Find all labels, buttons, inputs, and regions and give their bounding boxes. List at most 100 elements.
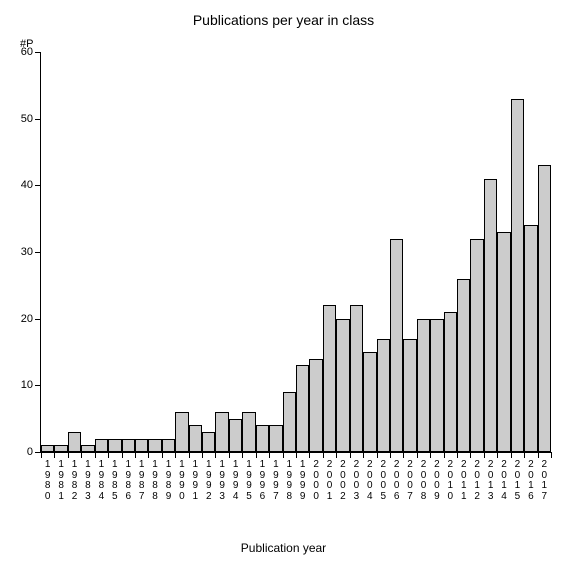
x-tick-label: 2010	[444, 460, 457, 502]
bar	[269, 425, 282, 452]
x-tick	[256, 452, 257, 458]
x-tick	[189, 452, 190, 458]
x-tick-label: 1984	[95, 460, 108, 502]
bar	[229, 419, 242, 452]
x-tick-label: 1980	[41, 460, 54, 502]
bar	[202, 432, 215, 452]
y-tick	[35, 52, 41, 53]
x-tick-label: 2007	[403, 460, 416, 502]
x-tick-label: 2001	[323, 460, 336, 502]
x-tick-label: 1986	[122, 460, 135, 502]
x-tick	[484, 452, 485, 458]
x-tick-label: 2009	[430, 460, 443, 502]
bar	[242, 412, 255, 452]
x-tick	[336, 452, 337, 458]
x-tick-label: 1983	[81, 460, 94, 502]
x-tick-label: 1996	[256, 460, 269, 502]
bar	[336, 319, 349, 452]
x-tick-label: 1995	[242, 460, 255, 502]
x-tick-label: 2016	[524, 460, 537, 502]
x-tick	[377, 452, 378, 458]
bar	[68, 432, 81, 452]
bar	[81, 445, 94, 452]
x-tick-label: 2017	[538, 460, 551, 502]
x-tick	[444, 452, 445, 458]
x-tick	[162, 452, 163, 458]
x-tick	[309, 452, 310, 458]
x-tick	[122, 452, 123, 458]
x-tick	[95, 452, 96, 458]
y-tick-label: 40	[21, 179, 33, 191]
bar	[122, 439, 135, 452]
y-tick	[35, 185, 41, 186]
bar	[403, 339, 416, 452]
x-tick-label: 1989	[162, 460, 175, 502]
y-tick	[35, 119, 41, 120]
y-tick-label: 20	[21, 313, 33, 325]
y-tick-label: 10	[21, 379, 33, 391]
bar	[135, 439, 148, 452]
y-tick	[35, 319, 41, 320]
x-tick	[202, 452, 203, 458]
bar	[189, 425, 202, 452]
bars-layer	[41, 52, 551, 452]
bar	[215, 412, 228, 452]
x-tick	[457, 452, 458, 458]
bar	[444, 312, 457, 452]
x-tick-label: 2004	[363, 460, 376, 502]
x-tick-label: 1997	[269, 460, 282, 502]
x-tick	[108, 452, 109, 458]
x-tick-label: 2002	[336, 460, 349, 502]
x-tick-label: 1994	[229, 460, 242, 502]
x-tick	[135, 452, 136, 458]
x-tick-label: 1999	[296, 460, 309, 502]
x-tick	[283, 452, 284, 458]
y-tick-label: 0	[27, 446, 33, 458]
x-tick	[403, 452, 404, 458]
x-tick-label: 2003	[350, 460, 363, 502]
bar	[41, 445, 54, 452]
x-tick	[511, 452, 512, 458]
y-tick-label: 30	[21, 246, 33, 258]
bar	[377, 339, 390, 452]
y-tick-label: 60	[21, 46, 33, 58]
x-tick	[363, 452, 364, 458]
x-tick-label: 1985	[108, 460, 121, 502]
bar	[95, 439, 108, 452]
x-tick	[41, 452, 42, 458]
bar	[54, 445, 67, 452]
bar	[390, 239, 403, 452]
x-tick-label: 2015	[511, 460, 524, 502]
x-tick-label: 2012	[470, 460, 483, 502]
y-tick	[35, 385, 41, 386]
x-tick-label: 1982	[68, 460, 81, 502]
x-tick-label: 2005	[377, 460, 390, 502]
y-tick-label: 50	[21, 113, 33, 125]
x-tick	[54, 452, 55, 458]
bar	[484, 179, 497, 452]
x-tick	[430, 452, 431, 458]
plot-area: 0102030405060198019811982198319841985198…	[40, 52, 551, 453]
bar	[108, 439, 121, 452]
x-tick	[524, 452, 525, 458]
bar	[256, 425, 269, 452]
chart-container: Publications per year in class #P 010203…	[0, 0, 567, 567]
x-tick-label: 1988	[148, 460, 161, 502]
x-tick	[269, 452, 270, 458]
x-tick	[497, 452, 498, 458]
x-tick	[148, 452, 149, 458]
x-tick	[551, 452, 552, 458]
x-tick-label: 1981	[54, 460, 67, 502]
bar	[309, 359, 322, 452]
x-tick-label: 2011	[457, 460, 470, 502]
bar	[538, 165, 551, 452]
bar	[511, 99, 524, 452]
x-tick	[350, 452, 351, 458]
x-tick	[538, 452, 539, 458]
x-tick-label: 1987	[135, 460, 148, 502]
bar	[470, 239, 483, 452]
x-tick-label: 2008	[417, 460, 430, 502]
bar	[162, 439, 175, 452]
x-tick	[323, 452, 324, 458]
y-tick	[35, 252, 41, 253]
